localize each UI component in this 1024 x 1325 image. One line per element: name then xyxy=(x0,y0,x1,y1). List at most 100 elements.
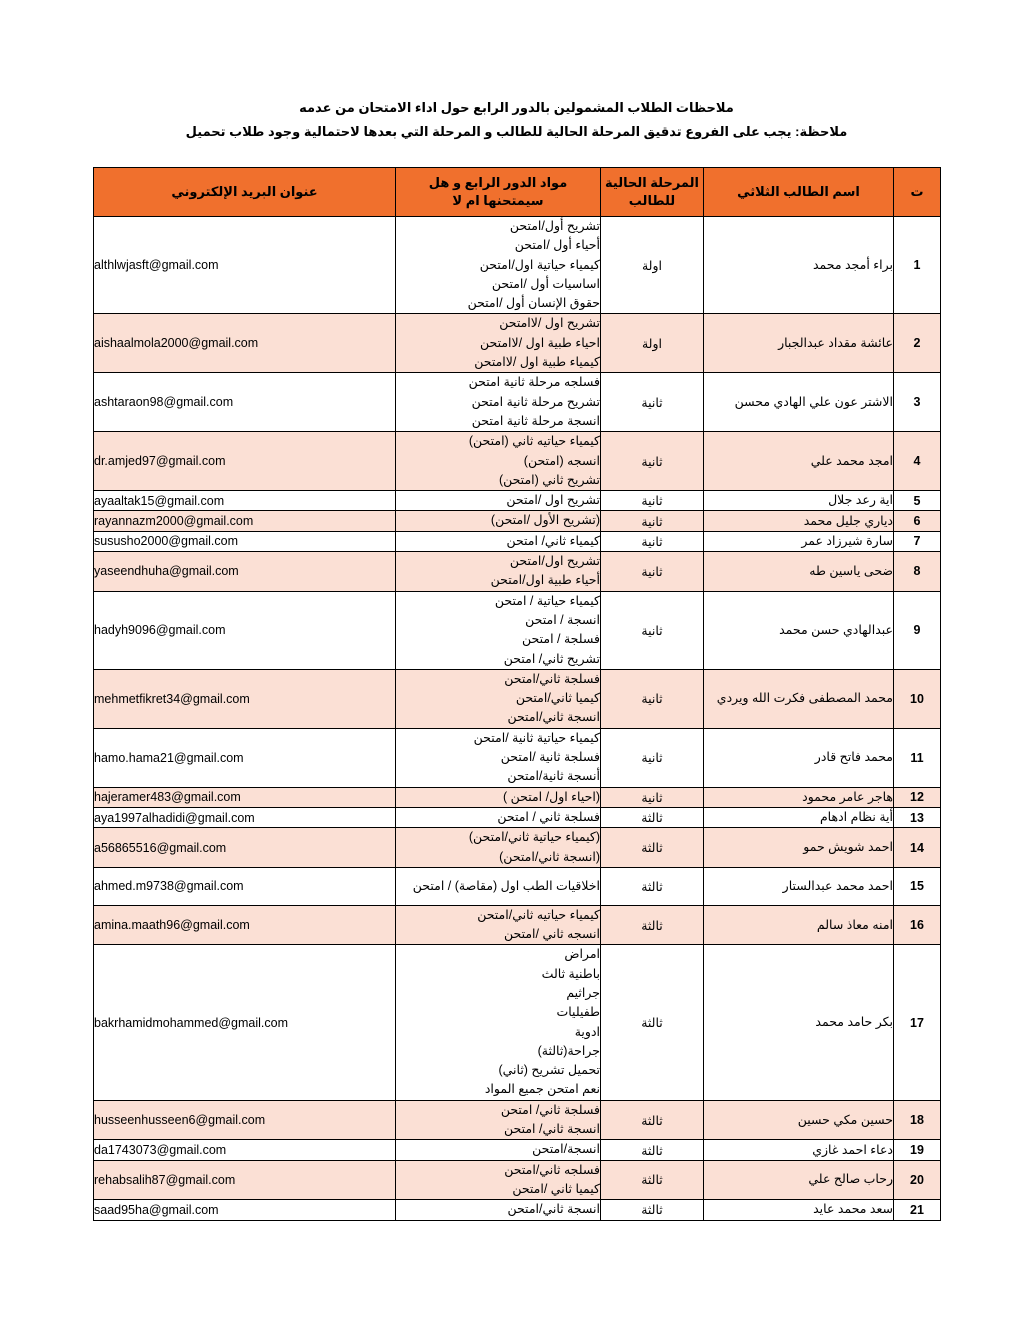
email-cell: da1743073@gmail.com xyxy=(93,1139,396,1161)
subject-line: تشريح ثاني/ امتحن xyxy=(503,651,600,666)
student-name-cell: محمد فاتح قادر xyxy=(703,727,894,788)
subject-line: فسلجة ثاني/ امتحن xyxy=(500,1102,600,1117)
subject-line: تشريح اول/امتحن xyxy=(509,554,600,569)
student-name-cell: اية رعد جلال xyxy=(703,490,894,512)
student-name-cell: عبدالهادي حسن محمد xyxy=(703,590,894,670)
subject-line: أحياء أول /امتحن xyxy=(514,238,600,253)
table-row: 4 امجد محمد علي ثانية كيمياء حياتيه ثاني (ا… xyxy=(93,431,941,492)
email-cell: hadyh9096@gmail.com xyxy=(93,590,396,670)
page-subtitle-note: ملاحظة: يجب على الفروع تدقيق المرحلة الح… xyxy=(185,124,848,139)
subject-line: انسجة ثاني/امتحن xyxy=(507,1202,600,1217)
table-row: 17 بكر حامد محمد ثالثة امراض باطنية ثالث جراث… xyxy=(93,944,941,1101)
row-index-cell: 19 xyxy=(893,1139,941,1161)
stage-cell: ثانية xyxy=(600,490,704,512)
student-name-cell: براء أمجد محمد xyxy=(703,215,894,315)
subjects-cell: اخلاقيات الطب اول (مقاصة) / امتحن xyxy=(395,866,601,906)
subject-line: انسجه (امتحن) xyxy=(523,453,600,468)
email-cell: bakrhamidmohammed@gmail.com xyxy=(93,944,396,1101)
subjects-cell: كيمياء ثاني/ امتحن xyxy=(395,530,601,553)
row-index-cell: 9 xyxy=(893,590,941,670)
subject-line: تشريح اول /لاامتحن xyxy=(499,316,600,331)
email-cell: amina.maath96@gmail.com xyxy=(93,904,396,946)
table-row: 5 اية رعد جلال ثانية تشريح اول /امتحن ayaalt… xyxy=(93,490,941,512)
subjects-cell: تشريح اول/امتحن أحياء طبية اول/امتحن xyxy=(395,551,601,592)
students-table: ت اسم الطالب الثلاثي المرحلة الحالية للط… xyxy=(93,167,941,1221)
subject-line: انسجة/امتحن xyxy=(532,1142,600,1157)
row-index-cell: 17 xyxy=(893,944,941,1101)
stage-cell: ثالثة xyxy=(600,1139,704,1161)
stage-cell: ثالثة xyxy=(600,827,704,868)
stage-cell: ثالثة xyxy=(600,806,704,829)
row-index-cell: 8 xyxy=(893,551,941,592)
subject-line: فسلجه ثاني/امتحن xyxy=(504,1162,600,1177)
subject-line: (كيمياء حياتية ثاني/امتحن) xyxy=(468,830,600,845)
email-cell: saad95ha@gmail.com xyxy=(93,1199,396,1221)
row-index-cell: 6 xyxy=(893,510,941,532)
subject-line: انسجة / امتحن xyxy=(525,612,600,627)
subjects-cell: فسلجه مرحلة ثانية امتحن تشريح مرحلة ثانية… xyxy=(395,372,601,433)
student-name-cell: ضحى ياسين طه xyxy=(703,551,894,592)
subject-line: كيمياء حياتيه ثاني/امتحن xyxy=(477,907,600,922)
student-name-cell: دعاء احمد غازي xyxy=(703,1139,894,1161)
table-header-row: ت اسم الطالب الثلاثي المرحلة الحالية للط… xyxy=(93,167,941,217)
subject-line: تحميل تشريح (ثاني) xyxy=(498,1063,600,1078)
stage-cell: ثانية xyxy=(600,668,704,729)
subject-line: كيمياء حياتية / امتحن xyxy=(494,593,600,608)
student-name-cell: امجد محمد علي xyxy=(703,431,894,492)
table-row: 21 سعد محمد عايد ثالثة انسجة ثاني/امتحن saad… xyxy=(93,1199,941,1221)
subjects-cell: فسلجه ثاني/امتحن كيميا ثاني /امتحن xyxy=(395,1159,601,1201)
subject-line: فسلجة ثاني / امتحن xyxy=(497,809,600,824)
column-header-email: عنوان البريد الإلكتروني xyxy=(93,167,396,217)
subjects-cell: (احياء اول/ امتحن ) xyxy=(395,786,601,808)
subjects-cell: انسجة ثاني/امتحن xyxy=(395,1199,601,1221)
subjects-cell: كيمياء حياتية ثانية /امتحن فسلجة ثانية /ا… xyxy=(395,727,601,788)
student-name-cell: عائشة مقداد عبدالجبار xyxy=(703,313,894,374)
subject-line: فسلجة ثانية /امتحن xyxy=(500,750,600,765)
stage-cell: ثانية xyxy=(600,510,704,532)
stage-cell: ثالثة xyxy=(600,1099,704,1141)
email-cell: a56865516@gmail.com xyxy=(93,827,396,868)
subjects-cell: كيمياء حياتية / امتحن انسجة / امتحن فسلجة … xyxy=(395,590,601,670)
subject-line: فسلجه مرحلة ثانية امتحن xyxy=(468,375,600,390)
subject-line: انسجه ثاني /امتحن xyxy=(503,927,600,942)
email-cell: rehabsalih87@gmail.com xyxy=(93,1159,396,1201)
email-cell: mehmetfikret34@gmail.com xyxy=(93,668,396,729)
subjects-cell: تشريح اول /امتحن xyxy=(395,490,601,512)
table-row: 12 هاجر عامر محمود ثانية (احياء اول/ امتحن … xyxy=(93,786,941,808)
student-name-cell: دياري جليل محمد xyxy=(703,510,894,532)
email-cell: ahmed.m9738@gmail.com xyxy=(93,866,396,906)
subject-line: كيمياء حياتيه ثاني (امتحن) xyxy=(468,434,600,449)
table-row: 7 سارة شيرزاد عمر ثانية كيمياء ثاني/ امتحن s… xyxy=(93,530,941,553)
table-row: 14 احمد شويش حمو ثالثة (كيمياء حياتية ثاني/… xyxy=(93,827,941,868)
students-table-container: ت اسم الطالب الثلاثي المرحلة الحالية للط… xyxy=(93,167,941,1221)
table-row: 20 رحاب صالح علي ثالثة فسلجه ثاني/امتحن كيمي… xyxy=(93,1159,941,1201)
student-name-cell: سعد محمد عايد xyxy=(703,1199,894,1221)
subject-line: انسجة ثاني/ امتحن xyxy=(503,1122,600,1137)
table-row: 18 حسين مكي حسين ثالثة فسلجة ثاني/ امتحن انس… xyxy=(93,1099,941,1141)
subject-line: (تشريح الأول /امتحن) xyxy=(490,513,600,528)
email-cell: sususho2000@gmail.com xyxy=(93,530,396,553)
subject-line: باطنية ثالث xyxy=(541,966,600,981)
stage-cell: ثانية xyxy=(600,431,704,492)
stage-cell: ثالثة xyxy=(600,1159,704,1201)
student-name-cell: رحاب صالح علي xyxy=(703,1159,894,1201)
row-index-cell: 2 xyxy=(893,313,941,374)
student-name-cell: سارة شيرزاد عمر xyxy=(703,530,894,553)
row-index-cell: 1 xyxy=(893,215,941,315)
column-header-name: اسم الطالب الثلاثي xyxy=(703,167,894,217)
subjects-cell: تشريح أول/امتحن أحياء أول /امتحن كيمياء حي… xyxy=(395,215,601,315)
table-row: 16 امنه معاذ سالم ثالثة كيمياء حياتيه ثاني/… xyxy=(93,904,941,946)
email-cell: hamo.hama21@gmail.com xyxy=(93,727,396,788)
student-name-cell: هاجر عامر محمود xyxy=(703,786,894,808)
stage-cell: ثالثة xyxy=(600,944,704,1101)
email-cell: ayaaltak15@gmail.com xyxy=(93,490,396,512)
subject-line: نعم امتحن جميع المواد xyxy=(484,1082,600,1097)
stage-cell: اولة xyxy=(600,215,704,315)
row-index-cell: 14 xyxy=(893,827,941,868)
subject-line: تشريح اول /امتحن xyxy=(506,493,600,508)
email-cell: aya1997alhadidi@gmail.com xyxy=(93,806,396,829)
subject-line: تشريح مرحلة ثانية امتحن xyxy=(471,394,600,409)
table-row: 3 الاشتر عون علي الهادي محسن ثانية فسلجه مر… xyxy=(93,372,941,433)
subject-line: جراحة(ثالثة) xyxy=(537,1043,600,1058)
row-index-cell: 21 xyxy=(893,1199,941,1221)
